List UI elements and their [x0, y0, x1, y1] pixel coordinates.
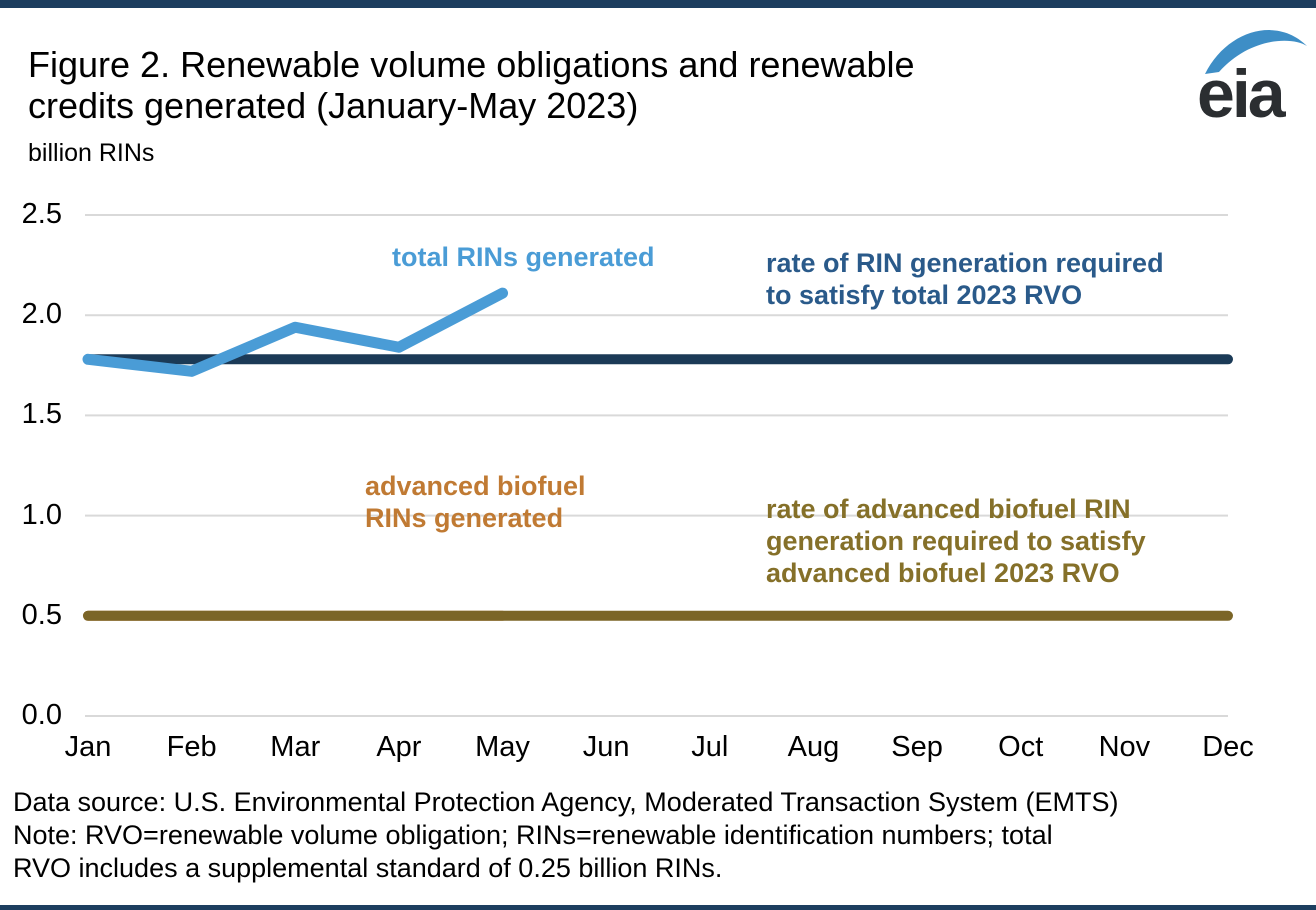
- x-axis-tick-label: May: [475, 731, 530, 763]
- y-axis-tick-label: 1.0: [21, 498, 62, 531]
- bottom-edge-rule: [0, 905, 1316, 910]
- x-axis-tick-label: Aug: [787, 731, 840, 763]
- y-axis-units-label: billion RINs: [28, 139, 155, 167]
- x-axis-tick-label: Jul: [691, 731, 729, 763]
- logo-text: eia: [1197, 56, 1287, 120]
- x-axis-tick-label: Jan: [64, 731, 112, 763]
- x-axis-tick-label: Dec: [1202, 731, 1254, 763]
- series-line-total-rins-generated: [82, 287, 509, 377]
- figure-title: Figure 2. Renewable volume obligations a…: [28, 44, 915, 126]
- source-and-note: Data source: U.S. Environmental Protecti…: [13, 787, 1119, 883]
- label-total-rins-generated: total RINs generated: [392, 242, 655, 272]
- label-total-rvo-rate: rate of RIN generation required to satis…: [766, 248, 1164, 310]
- label-advanced-rvo-rate: rate of advanced biofuel RIN generation …: [766, 494, 1146, 588]
- y-axis-tick-label: 0.5: [21, 598, 62, 631]
- x-axis-tick-label: Sep: [891, 731, 943, 763]
- x-axis-tick-label: Feb: [166, 731, 217, 763]
- y-axis-tick-label: 2.0: [21, 298, 62, 331]
- x-axis-tick-label: Apr: [376, 731, 422, 763]
- top-edge-rule: [0, 0, 1316, 8]
- x-axis-tick-label: Jun: [582, 731, 630, 763]
- y-axis-tick-label: 1.5: [21, 398, 62, 431]
- y-axis-tick-label: 0.0: [21, 699, 62, 731]
- label-advanced-rins-generated: advanced biofuel RINs generated: [365, 471, 586, 533]
- logo-swoosh-icon: [1205, 30, 1307, 74]
- x-axis-tick-label: Oct: [998, 731, 1044, 763]
- x-axis-tick-label: Nov: [1098, 731, 1151, 763]
- x-axis-tick-label: Mar: [270, 731, 321, 763]
- eia-logo: eia: [1197, 30, 1307, 120]
- y-axis-tick-label: 2.5: [21, 198, 62, 230]
